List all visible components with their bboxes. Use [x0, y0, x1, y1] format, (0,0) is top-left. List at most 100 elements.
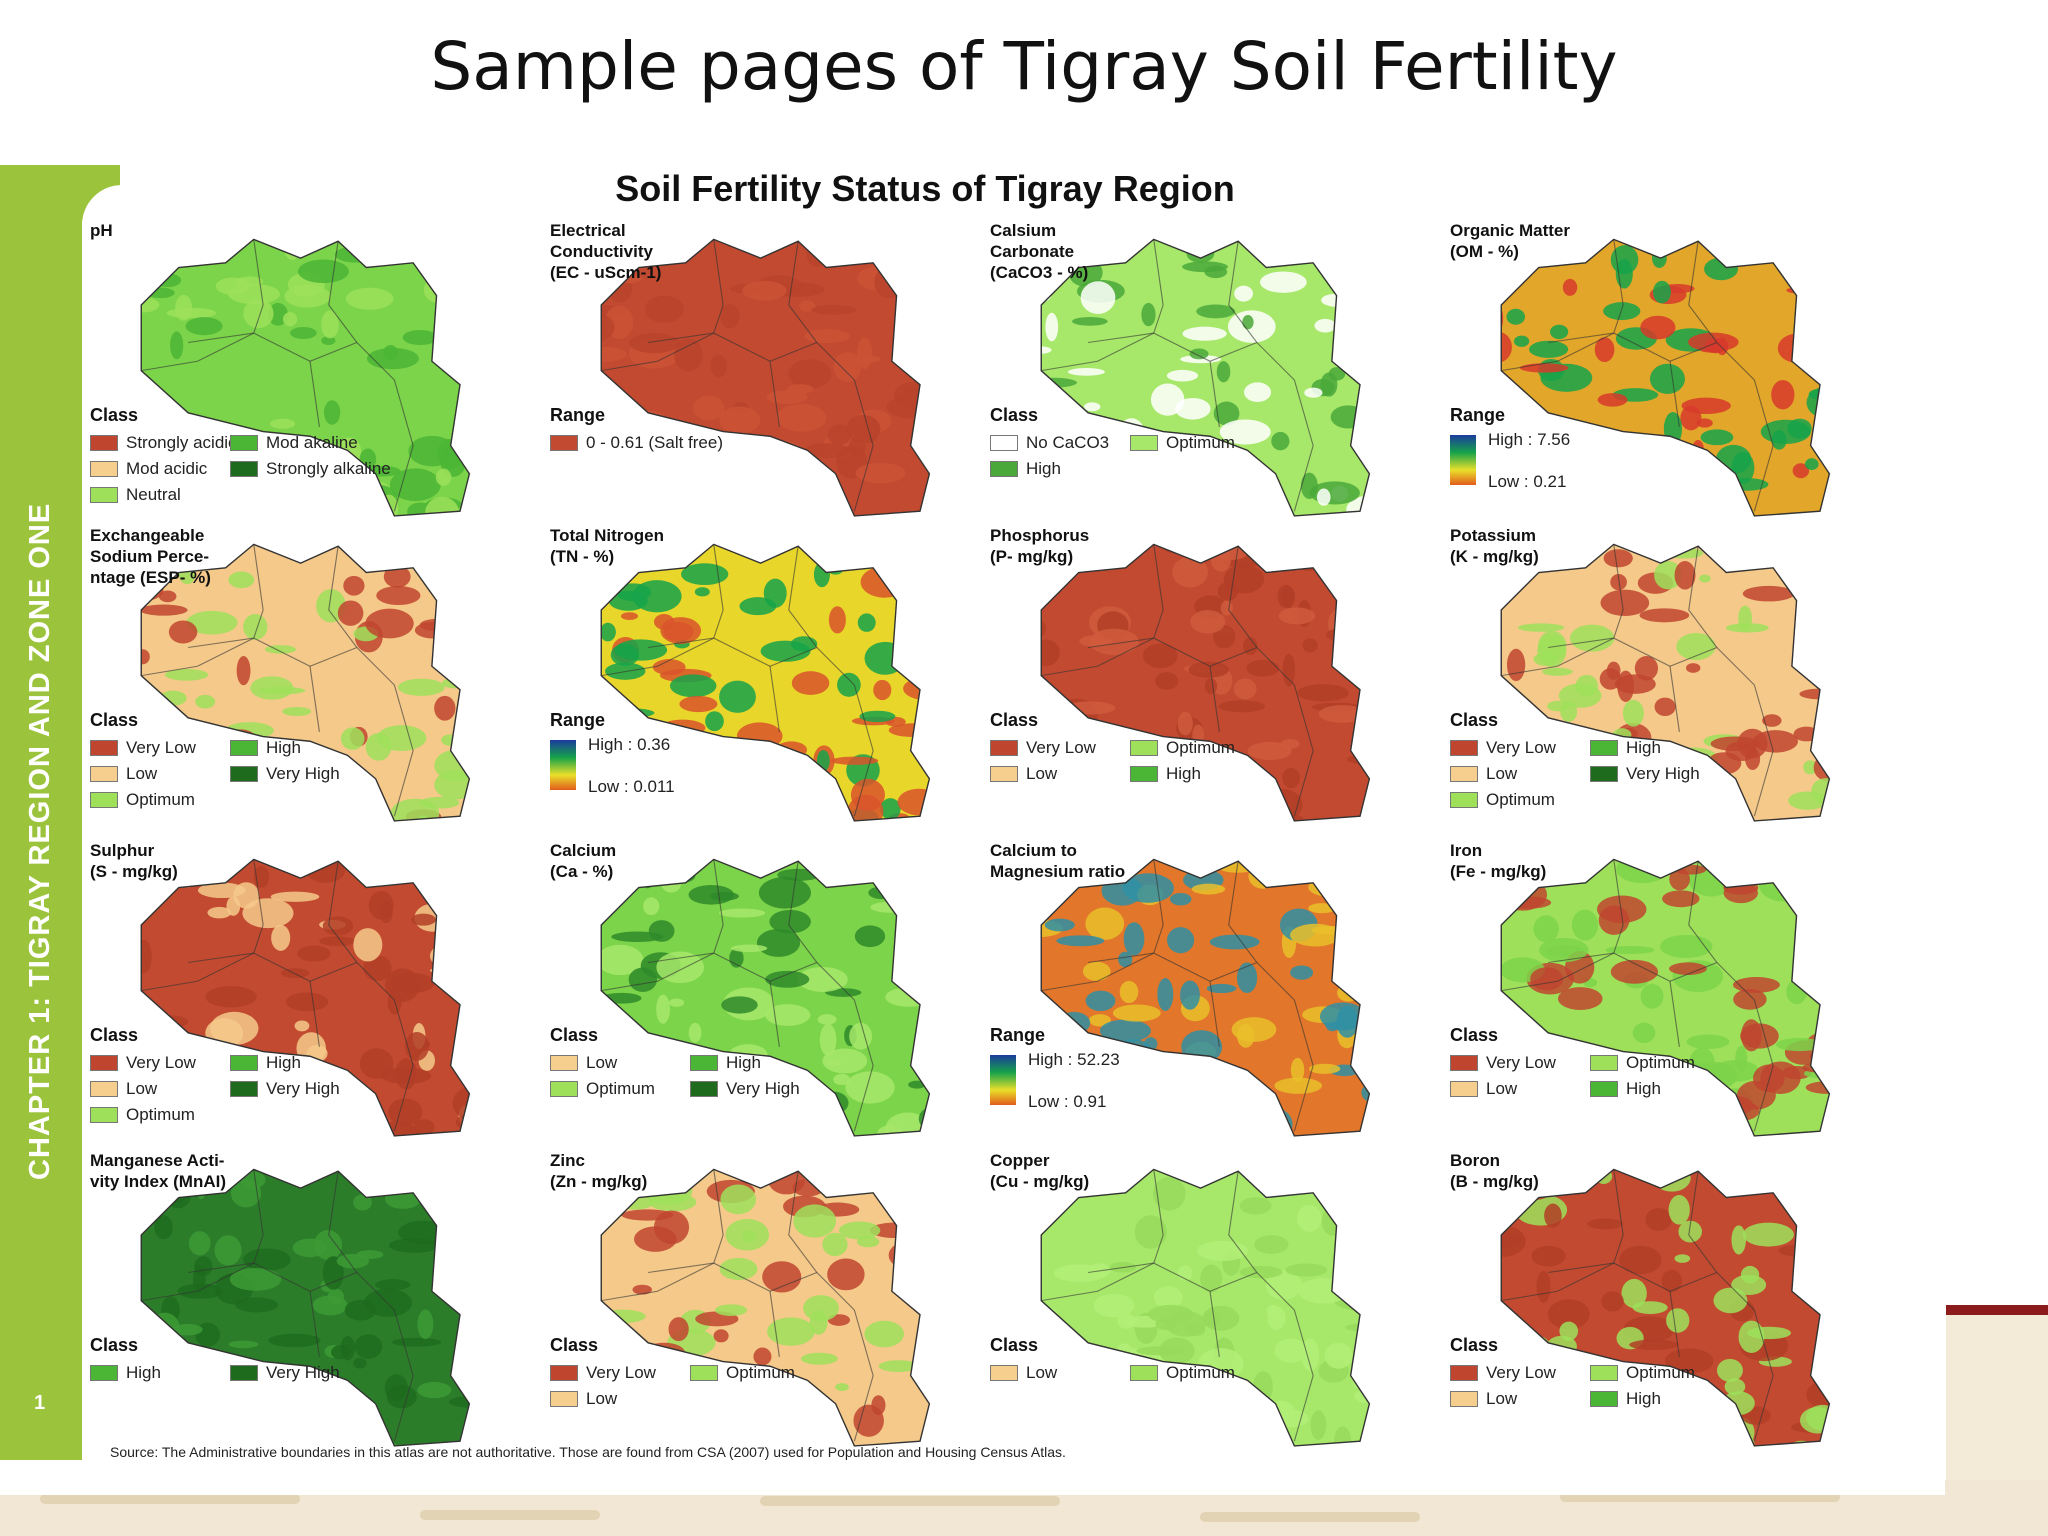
legend-ramp-low: Low : 0.21	[1488, 472, 1567, 491]
legend-swatch	[690, 1055, 718, 1071]
legend-item-label: Optimum	[726, 1363, 795, 1382]
map-label: Calcium (Ca - %)	[550, 841, 617, 881]
legend-item: Very High	[230, 764, 340, 784]
map-zn	[600, 1168, 931, 1447]
page-number: 1	[34, 1392, 46, 1414]
legend-item: No CaCO3	[990, 433, 1109, 453]
map-tn	[600, 543, 931, 822]
chapter-spine-text: CHAPTER 1: TIGRAY REGION AND ZONE ONE	[24, 502, 56, 1180]
map-panel-ec: Electrical Conductivity (EC - uScm-1) Ran…	[550, 221, 980, 530]
legend-swatch	[1130, 766, 1158, 782]
legend-item: Optimum	[1450, 790, 1555, 810]
legend-item-label: Optimum	[1626, 1363, 1695, 1382]
legend-item-label: Strongly alkaline	[266, 459, 391, 478]
legend-item: Very Low	[990, 738, 1096, 758]
legend-item: Low	[990, 1363, 1057, 1383]
legend-color-ramp	[550, 740, 576, 790]
legend-item-label: Low	[586, 1389, 618, 1408]
legend-item-label: Strongly acidic	[126, 433, 237, 452]
legend-title: Class	[550, 1025, 599, 1045]
legend-item: Mod acidic	[90, 459, 207, 479]
map-label: Sulphur (S - mg/kg)	[90, 841, 178, 881]
legend-swatch	[230, 740, 258, 756]
legend-swatch	[1590, 1055, 1618, 1071]
legend-item-label: Optimum	[1626, 1053, 1695, 1072]
legend-item: Optimum	[1590, 1363, 1695, 1383]
legend-item: Optimum	[90, 790, 195, 810]
chapter-spine	[0, 165, 82, 1460]
legend-title: Range	[550, 710, 606, 730]
map-label: Copper (Cu - mg/kg)	[990, 1151, 1090, 1191]
legend-item: Very High	[230, 1363, 340, 1383]
legend-item: Low	[550, 1389, 617, 1409]
legend-item-label: Very Low	[1486, 1363, 1556, 1382]
legend-title: Class	[90, 1025, 139, 1045]
legend-item: Strongly acidic	[90, 433, 237, 453]
legend-item-label: Very Low	[1486, 1053, 1556, 1072]
map-panel-cu: Copper (Cu - mg/kg) Class Low Optimum	[990, 1151, 1420, 1460]
source-note: Source: The Administrative boundaries in…	[110, 1444, 1066, 1460]
legend-item-label: Optimum	[1166, 1363, 1235, 1382]
map-mnai	[140, 1168, 471, 1447]
map-panel-om: Organic Matter (OM - %) Range High : 7.56 L…	[1450, 221, 1880, 530]
legend-item: Very Low	[90, 738, 196, 758]
legend-swatch	[990, 461, 1018, 477]
map-label: Iron (Fe - mg/kg)	[1450, 841, 1547, 881]
legend-swatch	[230, 766, 258, 782]
map-k	[1500, 543, 1831, 822]
legend-item: Very Low	[1450, 1363, 1556, 1383]
legend-swatch	[990, 766, 1018, 782]
slide-title: Sample pages of Tigray Soil Fertility	[430, 28, 1618, 105]
legend-swatch	[690, 1365, 718, 1381]
legend-item: Very Low	[1450, 738, 1556, 758]
legend-item-label: Optimum	[1166, 433, 1235, 452]
legend-swatch	[1590, 1365, 1618, 1381]
map-label: Calcium to Magnesium ratio	[990, 841, 1126, 881]
atlas-page-title: Soil Fertility Status of Tigray Region	[615, 168, 1235, 209]
legend-item-label: Very High	[266, 764, 340, 783]
legend-swatch	[1130, 1365, 1158, 1381]
map-panel-ca: Calcium (Ca - %) Class Low High Optimum Very …	[550, 841, 980, 1150]
legend-item-label: Optimum	[1166, 738, 1235, 757]
legend-swatch	[90, 1365, 118, 1381]
legend-color-ramp	[990, 1055, 1016, 1105]
map-b	[1500, 1168, 1831, 1447]
legend-swatch	[90, 461, 118, 477]
map-p	[1040, 543, 1371, 822]
map-label: Calsium Carbonate (CaCO3 - %)	[990, 221, 1089, 282]
legend-swatch	[550, 435, 578, 451]
legend-title: Class	[90, 710, 139, 730]
legend-item: Optimum	[1130, 433, 1235, 453]
legend-item: Low	[90, 1079, 157, 1099]
legend-item-label: Very Low	[1486, 738, 1556, 757]
legend-title: Class	[90, 1335, 139, 1355]
map-label: Total Nitrogen (TN - %)	[550, 526, 664, 566]
map-panel-esp: Exchangeable Sodium Perce- ntage (ESP- %…	[90, 526, 520, 835]
legend-swatch	[1450, 1055, 1478, 1071]
map-label: Organic Matter (OM - %)	[1450, 221, 1570, 261]
legend-item: Mod akaline	[230, 433, 358, 453]
legend-item: High	[690, 1053, 761, 1073]
legend-title: Class	[990, 710, 1039, 730]
legend-swatch	[1450, 1081, 1478, 1097]
legend-swatch	[90, 487, 118, 503]
legend-item: Low	[1450, 1079, 1517, 1099]
legend-swatch	[990, 740, 1018, 756]
legend-title: Class	[1450, 1025, 1499, 1045]
legend-swatch	[1590, 1081, 1618, 1097]
map-label: Boron (B - mg/kg)	[1450, 1151, 1539, 1191]
legend-item-label: Very High	[266, 1079, 340, 1098]
legend-item-label: Mod acidic	[126, 459, 208, 478]
legend-item-label: Very Low	[126, 738, 196, 757]
legend-item: Very High	[1590, 764, 1700, 784]
legend-title: Class	[990, 405, 1039, 425]
map-label: Potassium (K - mg/kg)	[1450, 526, 1539, 566]
legend-item-label: Very High	[726, 1079, 800, 1098]
legend-ramp-low: Low : 0.91	[1028, 1092, 1107, 1111]
right-decorative-corner	[1946, 1305, 2048, 1480]
legend-title: Class	[90, 405, 139, 425]
legend-item: High	[1590, 1079, 1661, 1099]
legend-item: High	[230, 738, 301, 758]
legend-item: Strongly alkaline	[230, 459, 391, 479]
map-camg	[1040, 858, 1371, 1137]
